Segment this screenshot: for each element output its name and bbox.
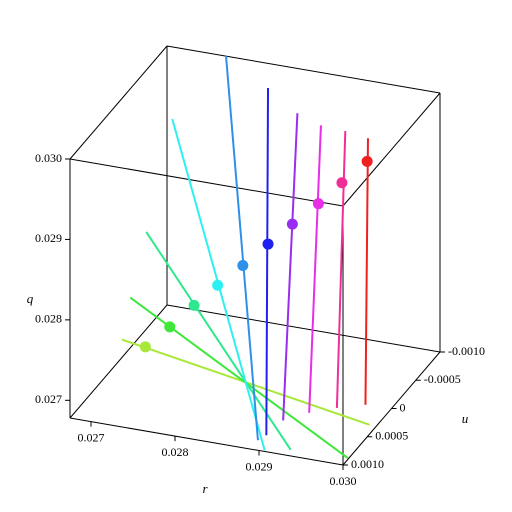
series-point: [237, 259, 249, 271]
r-tick-label: 0.029: [246, 459, 273, 473]
series-point: [139, 341, 151, 353]
series-line: [335, 131, 347, 408]
box-edge: [166, 304, 441, 353]
series-point: [164, 321, 176, 333]
series-line: [308, 125, 322, 413]
r-tick-label: 0.030: [330, 474, 357, 488]
u-axis-label: u: [462, 411, 469, 426]
r-tick-label: 0.027: [78, 430, 105, 444]
r-axis-label: r: [202, 481, 208, 496]
u-tick-label: 0.0010: [351, 457, 384, 471]
q-tick-label: 0.027: [35, 392, 62, 406]
u-tick-label: 0.0005: [375, 429, 408, 443]
box-edge: [166, 45, 441, 94]
q-tick-label: 0.028: [35, 312, 62, 326]
box-edge: [69, 417, 344, 466]
series-line: [225, 55, 259, 441]
series-line: [282, 113, 299, 421]
series-line: [265, 88, 270, 436]
series-point: [188, 299, 200, 311]
box-edge: [69, 304, 168, 419]
box-edge: [69, 45, 168, 160]
q-axis-label: q: [27, 291, 34, 306]
u-tick-label: -0.0010: [448, 344, 485, 358]
series-point: [212, 279, 224, 291]
q-tick-label: 0.029: [35, 231, 62, 245]
u-tick-label: -0.0005: [424, 372, 461, 386]
box-edge: [69, 158, 344, 207]
u-tick-label: 0: [400, 400, 406, 414]
series-point: [361, 155, 373, 167]
series-point: [336, 177, 348, 189]
r-tick-label: 0.028: [162, 445, 189, 459]
series-line: [364, 138, 369, 405]
box-edge: [342, 92, 441, 207]
series-point: [286, 218, 298, 230]
series-point: [262, 238, 274, 250]
series-point: [312, 198, 324, 210]
series-line: [145, 231, 292, 451]
q-tick-label: 0.030: [35, 151, 62, 165]
